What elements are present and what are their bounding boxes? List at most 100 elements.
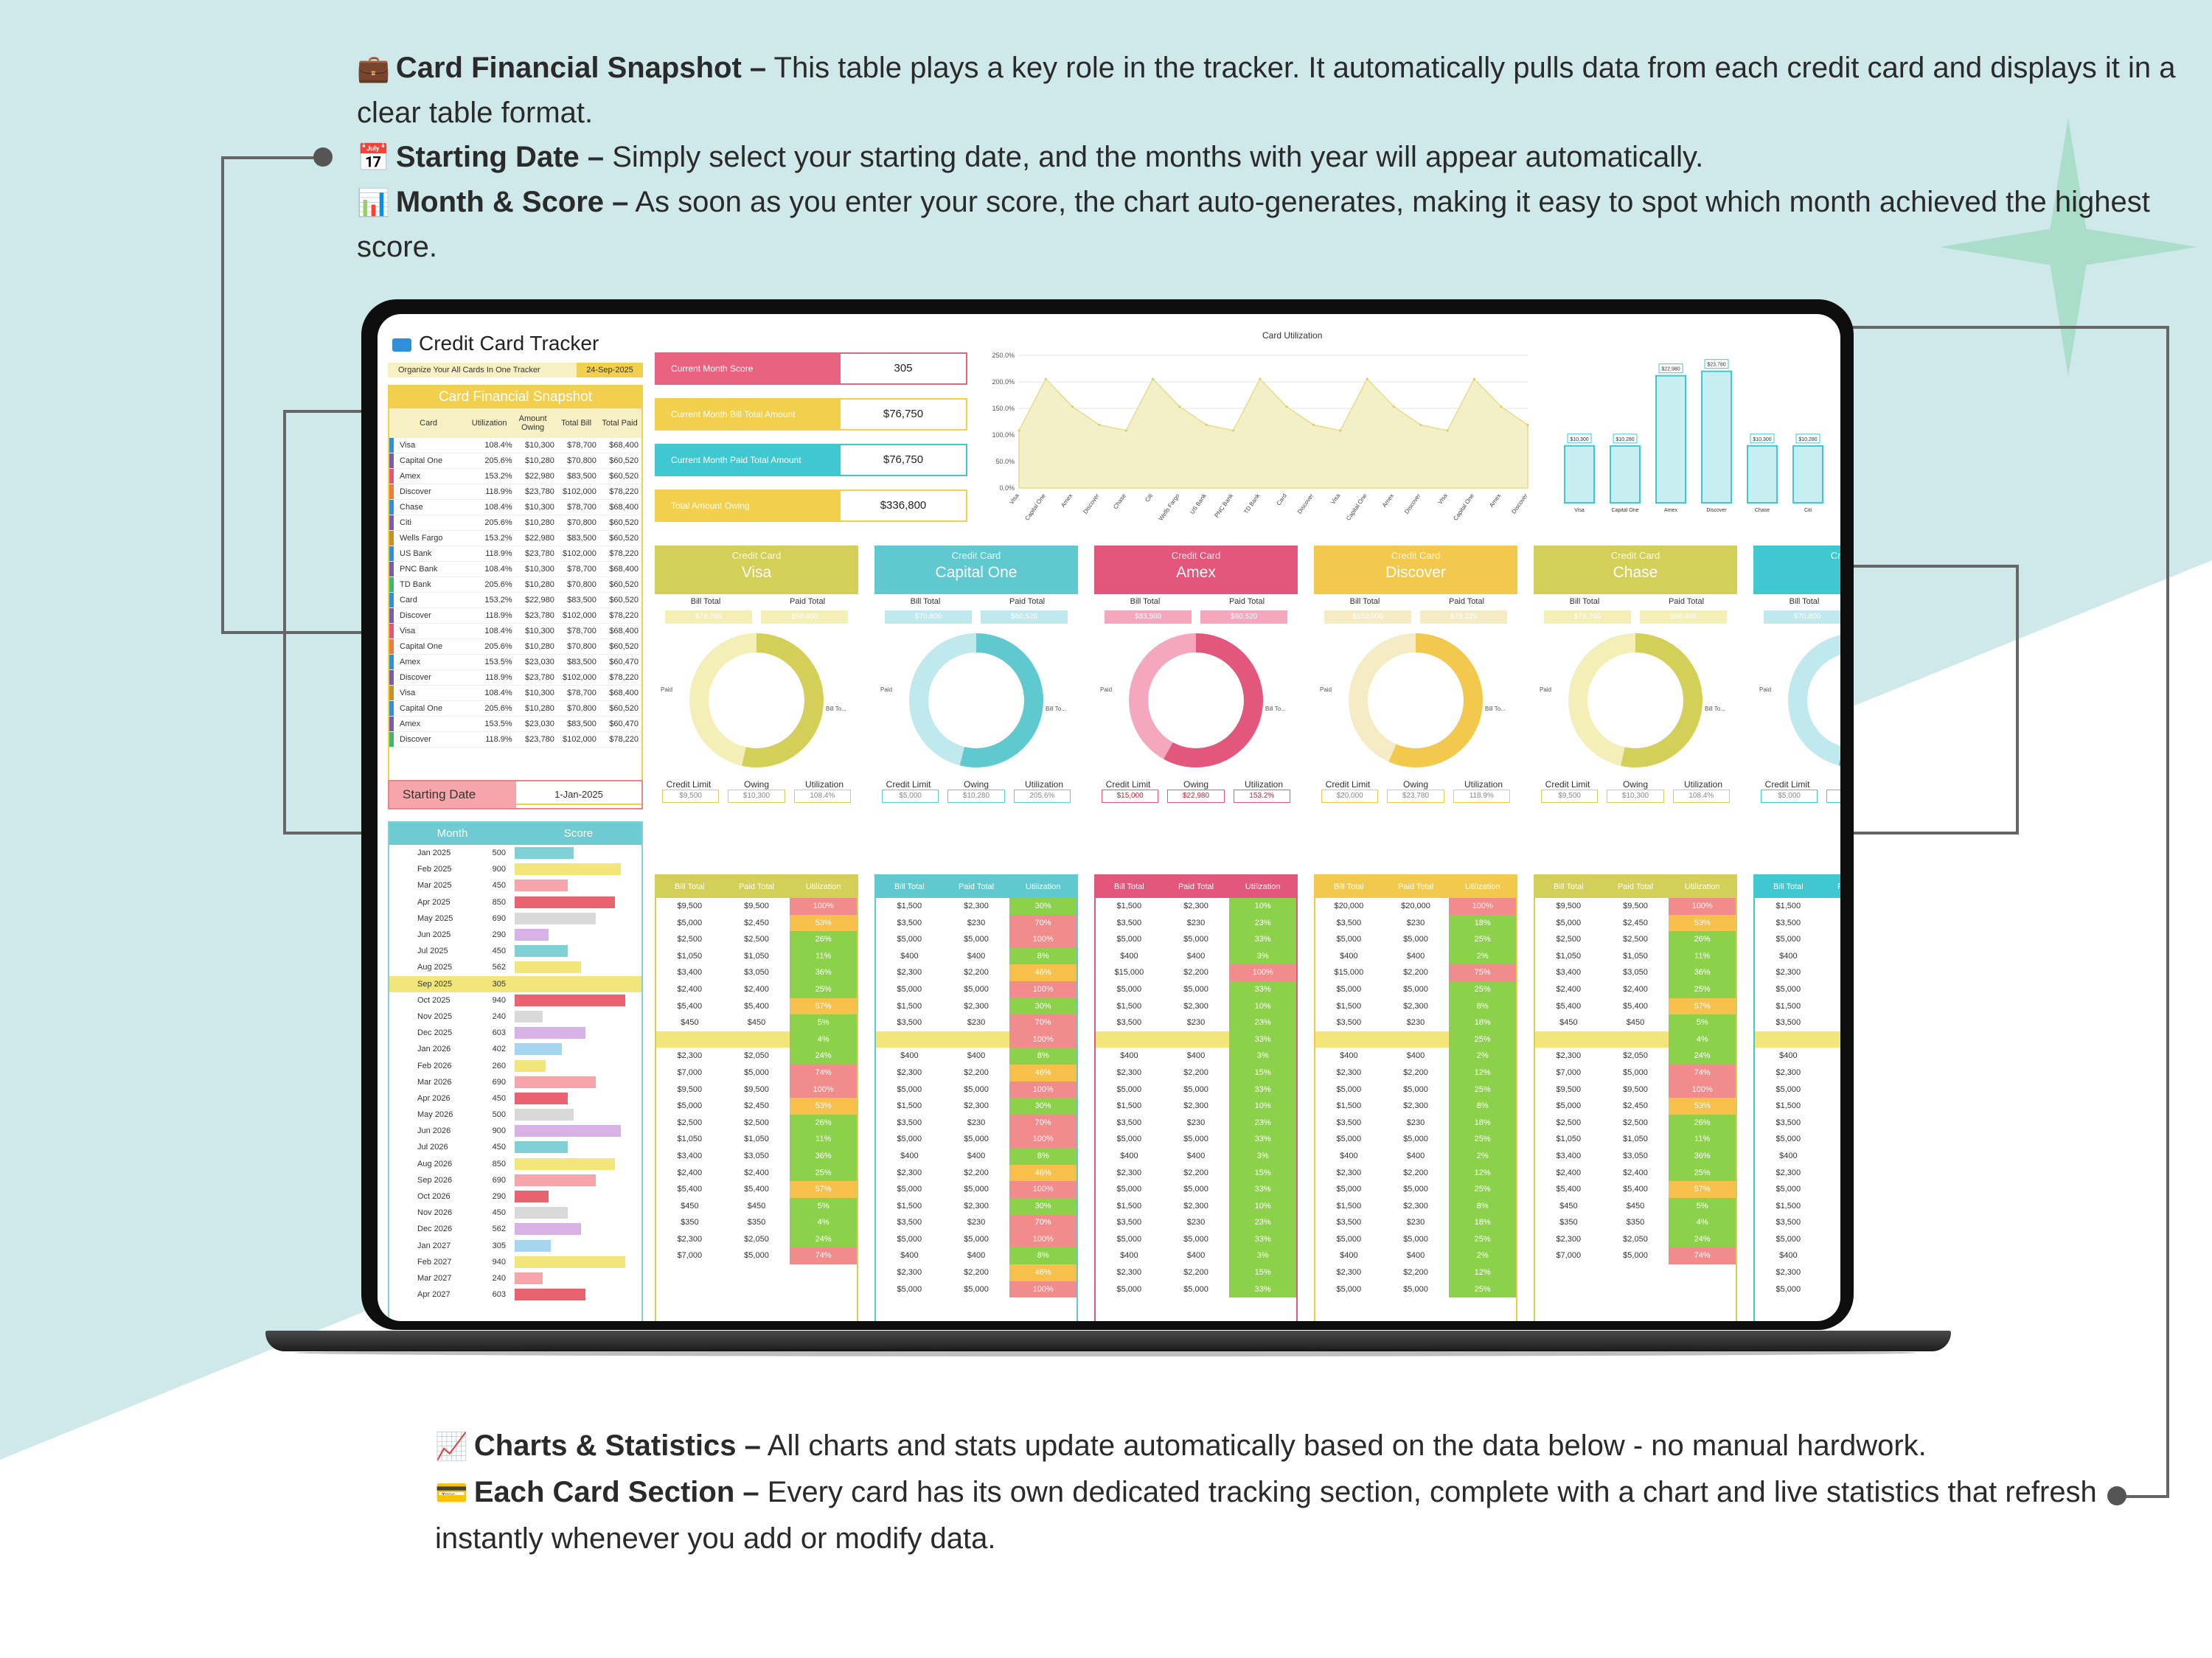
card-table-row[interactable]: $2,300 $2,200 46% <box>876 1164 1077 1182</box>
month-score-row[interactable]: Jun 2026 900 <box>389 1123 641 1139</box>
score-cell[interactable]: 690 <box>492 913 506 923</box>
amount-cell[interactable]: $2,500 <box>677 1118 703 1127</box>
card-table-row[interactable]: $2,300 $2,200 <box>1755 964 1840 981</box>
score-cell[interactable]: 500 <box>492 1110 506 1120</box>
amount-cell[interactable]: $5,000 <box>1822 1181 1840 1198</box>
amount-cell[interactable]: $5,000 <box>1336 1234 1362 1244</box>
card-table-row[interactable]: $1,500 $2,300 10% <box>1096 1197 1297 1215</box>
amount-cell[interactable]: $5,400 <box>1556 1001 1582 1011</box>
amount-cell[interactable]: $5,000 <box>1183 935 1208 944</box>
amount-cell[interactable]: $5,000 <box>897 1084 922 1094</box>
amount-cell[interactable]: $230 <box>1186 1018 1206 1028</box>
amount-cell[interactable]: $3,400 <box>1556 968 1582 978</box>
amount-cell[interactable]: $2,200 <box>1183 968 1208 978</box>
amount-cell[interactable]: $5,000 <box>1116 1084 1142 1094</box>
amount-cell[interactable]: $5,000 <box>897 1185 922 1194</box>
snapshot-row[interactable]: Citi 205.6% $10,280 $70,800 $60,520 <box>389 515 641 531</box>
amount-cell[interactable]: $5,000 <box>1336 1084 1362 1094</box>
amount-cell[interactable]: $5,400 <box>744 1001 769 1011</box>
amount-cell[interactable]: $2,300 <box>1116 1168 1142 1177</box>
score-cell[interactable]: 240 <box>492 1273 506 1283</box>
score-cell[interactable]: 690 <box>492 1077 506 1087</box>
today-date-cell[interactable]: 24-Sep-2025 <box>577 363 643 377</box>
amount-cell[interactable]: $3,050 <box>1623 1151 1648 1160</box>
amount-cell[interactable]: $2,200 <box>1403 1268 1428 1278</box>
score-cell[interactable]: 900 <box>492 865 506 874</box>
amount-cell[interactable]: $9,500 <box>1623 902 1648 910</box>
card-table-row[interactable]: $3,500 $230 <box>1755 1214 1840 1231</box>
amount-cell[interactable]: $2,200 <box>1183 1067 1208 1077</box>
amount-cell[interactable]: $5,000 <box>1336 1284 1362 1294</box>
amount-cell[interactable]: $230 <box>1186 918 1206 927</box>
month-score-row[interactable]: Mar 2025 450 <box>389 877 641 894</box>
card-table-row[interactable]: $2,500 $2,500 26% <box>656 1114 858 1132</box>
amount-cell[interactable]: $1,500 <box>897 1101 922 1111</box>
amount-cell[interactable]: $350 <box>1559 1218 1578 1227</box>
amount-cell[interactable]: $2,300 <box>1775 968 1801 978</box>
month-score-row[interactable]: Oct 2026 290 <box>389 1188 641 1205</box>
amount-cell[interactable]: $2,400 <box>677 1168 703 1177</box>
card-table-row[interactable]: $400 $400 2% <box>1315 1247 1517 1265</box>
card-table-row[interactable]: $3,500 $230 <box>1755 1014 1840 1031</box>
amount-cell[interactable]: $1,500 <box>1116 1201 1142 1211</box>
amount-cell[interactable]: $2,300 <box>1822 1098 1840 1115</box>
card-table-row[interactable]: $2,300 $2,200 15% <box>1096 1264 1297 1281</box>
snapshot-row[interactable]: Discover 118.9% $23,780 $102,000 $78,220 <box>389 608 641 624</box>
snapshot-row[interactable]: Wells Fargo 153.2% $22,980 $83,500 $60,520 <box>389 531 641 546</box>
score-cell[interactable]: 402 <box>492 1045 506 1054</box>
amount-cell[interactable]: $2,500 <box>1556 1118 1582 1127</box>
amount-cell[interactable]: $5,000 <box>897 1234 922 1244</box>
amount-cell[interactable] <box>1755 1031 1822 1048</box>
amount-cell[interactable]: $400 <box>1186 1251 1206 1261</box>
card-table-row[interactable]: $3,500 $230 23% <box>1096 914 1297 932</box>
amount-cell[interactable]: $400 <box>1822 1148 1840 1165</box>
amount-cell[interactable]: $2,050 <box>744 1234 769 1244</box>
amount-cell[interactable]: $5,000 <box>964 1135 989 1144</box>
amount-cell[interactable]: $9,500 <box>744 902 769 910</box>
card-table-row[interactable]: $1,500 $2,300 <box>1755 998 1840 1015</box>
card-table-row[interactable]: $5,000 $5,000 25% <box>1315 1181 1517 1198</box>
amount-cell[interactable]: $2,200 <box>964 968 989 978</box>
amount-cell[interactable]: $9,500 <box>677 1084 703 1094</box>
score-cell[interactable]: 603 <box>492 1290 506 1300</box>
month-score-row[interactable]: Apr 2025 850 <box>389 894 641 910</box>
amount-cell[interactable]: $2,500 <box>744 935 769 944</box>
score-cell[interactable]: 450 <box>492 947 506 956</box>
card-table-row[interactable]: $7,000 $5,000 74% <box>656 1064 858 1081</box>
month-score-row[interactable]: Feb 2026 260 <box>389 1057 641 1073</box>
amount-cell[interactable]: $5,000 <box>1403 1185 1428 1194</box>
amount-cell[interactable] <box>1535 1031 1602 1048</box>
amount-cell[interactable]: $5,000 <box>1403 1135 1428 1144</box>
amount-cell[interactable]: $2,400 <box>1556 1168 1582 1177</box>
score-cell[interactable]: 305 <box>492 1241 506 1250</box>
card-table-row[interactable]: $2,300 $2,200 <box>1755 1065 1840 1081</box>
score-cell[interactable]: 850 <box>492 1159 506 1168</box>
amount-cell[interactable] <box>1096 1031 1163 1048</box>
card-table-row[interactable]: 33% <box>1096 1031 1297 1048</box>
amount-cell[interactable]: $5,000 <box>1403 935 1428 944</box>
amount-cell[interactable]: $5,000 <box>1822 931 1840 948</box>
amount-cell[interactable]: $1,050 <box>1556 951 1582 961</box>
amount-cell[interactable]: $1,050 <box>1623 1135 1648 1144</box>
month-score-row[interactable]: Dec 2026 562 <box>389 1221 641 1237</box>
score-cell[interactable]: 450 <box>492 881 506 891</box>
amount-cell[interactable]: $1,050 <box>1556 1135 1582 1144</box>
card-table-row[interactable]: $3,500 $230 70% <box>876 1114 1077 1132</box>
snapshot-row[interactable]: Visa 108.4% $10,300 $78,700 $68,400 <box>389 624 641 639</box>
snapshot-row[interactable]: Capital One 205.6% $10,280 $70,800 $60,520 <box>389 701 641 717</box>
amount-cell[interactable]: $3,500 <box>1116 1218 1142 1227</box>
amount-cell[interactable]: $2,200 <box>1403 1067 1428 1077</box>
amount-cell[interactable]: $400 <box>900 951 919 961</box>
card-table-row[interactable]: $5,000 $5,000 100% <box>876 931 1077 948</box>
card-table-row[interactable]: $3,500 $230 70% <box>876 914 1077 932</box>
amount-cell[interactable]: $2,450 <box>744 918 769 927</box>
amount-cell[interactable]: $5,000 <box>1116 1135 1142 1144</box>
amount-cell[interactable]: $400 <box>1120 1051 1138 1061</box>
amount-cell[interactable]: $2,500 <box>1623 1118 1648 1127</box>
card-table-row[interactable]: $7,000 $5,000 74% <box>1535 1247 1736 1265</box>
card-table-row[interactable]: $1,050 $1,050 11% <box>1535 947 1736 965</box>
card-table-row[interactable]: $2,500 $2,500 26% <box>1535 931 1736 948</box>
card-table-row[interactable]: $5,000 $5,000 <box>1755 931 1840 948</box>
amount-cell[interactable]: $3,500 <box>897 918 922 927</box>
amount-cell[interactable]: $1,050 <box>744 951 769 961</box>
